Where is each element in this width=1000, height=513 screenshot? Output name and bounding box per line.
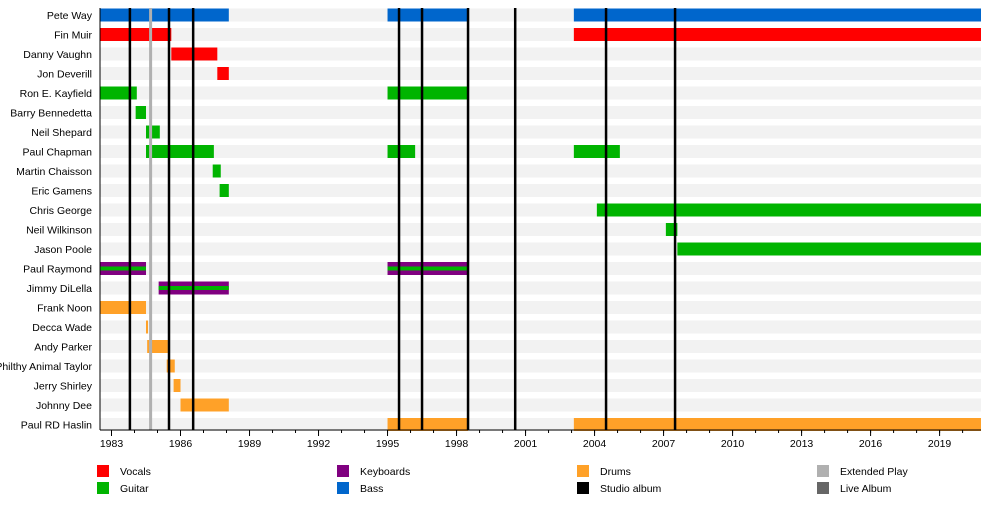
row-background (100, 145, 981, 158)
member-label: Chris George (30, 205, 93, 217)
row-background (100, 281, 981, 295)
member-bar (677, 242, 981, 256)
row-background (100, 47, 981, 61)
legend-swatch (337, 465, 349, 477)
member-label: Pete Way (47, 10, 93, 22)
x-tick-label: 2019 (928, 438, 952, 450)
legend-label: Bass (360, 483, 383, 495)
row-background (100, 106, 981, 119)
member-bar (146, 320, 149, 334)
member-label: Martin Chaisson (16, 166, 92, 178)
member-bar (573, 145, 620, 158)
member-label: Jerry Shirley (34, 380, 93, 392)
member-label: Philthy Animal Taylor (0, 361, 93, 373)
member-label: Neil Shepard (31, 127, 92, 139)
member-label: Paul Raymond (23, 263, 92, 275)
x-tick-label: 1986 (169, 438, 193, 450)
member-bar (147, 340, 168, 353)
member-bar (573, 28, 981, 41)
legend-label: Guitar (120, 483, 149, 495)
member-bar (100, 28, 172, 41)
member-label: Barry Bennedetta (10, 107, 92, 119)
x-tick-label: 2007 (652, 438, 676, 450)
x-tick-label: 2010 (721, 438, 745, 450)
member-bar (100, 8, 229, 22)
x-tick-label: 2013 (790, 438, 814, 450)
member-label: Jason Poole (34, 244, 92, 256)
row-background (100, 340, 981, 353)
x-tick-label: 1992 (307, 438, 331, 450)
x-tick-label: 1995 (376, 438, 400, 450)
row-background (100, 67, 981, 80)
row-background (100, 320, 981, 334)
legend-swatch (337, 482, 349, 494)
x-tick-label: 1983 (100, 438, 124, 450)
member-label: Jimmy DiLella (27, 283, 93, 295)
row-background (100, 398, 981, 412)
member-bar (146, 145, 214, 158)
member-label: Neil Wilkinson (26, 224, 92, 236)
member-bar (573, 8, 981, 22)
member-label: Fin Muir (54, 29, 92, 41)
legend-label: Keyboards (360, 466, 410, 478)
member-label: Jon Deverill (37, 68, 92, 80)
member-label: Andy Parker (34, 341, 92, 353)
member-bar (180, 398, 229, 412)
member-label: Eric Gamens (31, 185, 92, 197)
member-label: Danny Vaughn (23, 49, 92, 61)
x-tick-label: 1998 (445, 438, 469, 450)
member-bar (573, 418, 981, 431)
legend-label: Extended Play (840, 466, 908, 478)
row-background (100, 184, 981, 197)
member-bar (217, 67, 229, 80)
legend-label: Vocals (120, 466, 151, 478)
legend-swatch (97, 465, 109, 477)
row-background (100, 223, 981, 236)
member-label: Frank Noon (37, 302, 92, 314)
legend-label: Studio album (600, 483, 662, 495)
legend-label: Live Album (840, 483, 892, 495)
member-bar (100, 86, 137, 100)
member-label: Ron E. Kayfield (20, 88, 93, 100)
member-bar (596, 203, 981, 217)
x-tick-label: 2001 (514, 438, 538, 450)
x-tick-label: 2016 (859, 438, 883, 450)
member-bar (100, 301, 147, 314)
member-bar (665, 223, 678, 236)
member-bar (387, 8, 469, 22)
row-background (100, 379, 981, 392)
member-label: Paul RD Haslin (21, 419, 92, 431)
x-tick-label: 1989 (238, 438, 262, 450)
member-bar (219, 184, 229, 197)
member-bar (173, 379, 181, 392)
row-background (100, 301, 981, 314)
legend-swatch (817, 465, 829, 477)
legend-swatch (97, 482, 109, 494)
row-background (100, 359, 981, 373)
member-bar-secondary (100, 266, 147, 271)
member-bar-secondary (387, 266, 469, 271)
member-bar (212, 164, 221, 178)
row-background (100, 262, 981, 275)
member-bar (387, 145, 416, 158)
row-background (100, 125, 981, 139)
member-label: Johnny Dee (36, 400, 92, 412)
legend-swatch (817, 482, 829, 494)
member-bar (387, 418, 469, 431)
member-bar (135, 106, 147, 119)
legend-label: Drums (600, 466, 631, 478)
member-label: Decca Wade (32, 322, 92, 334)
member-bar (166, 359, 175, 373)
legend-swatch (577, 482, 589, 494)
member-bar (146, 125, 160, 139)
legend-swatch (577, 465, 589, 477)
member-bar (387, 86, 469, 100)
member-label: Paul Chapman (23, 146, 93, 158)
x-tick-label: 2004 (583, 438, 607, 450)
row-background (100, 164, 981, 178)
row-background (100, 86, 981, 100)
